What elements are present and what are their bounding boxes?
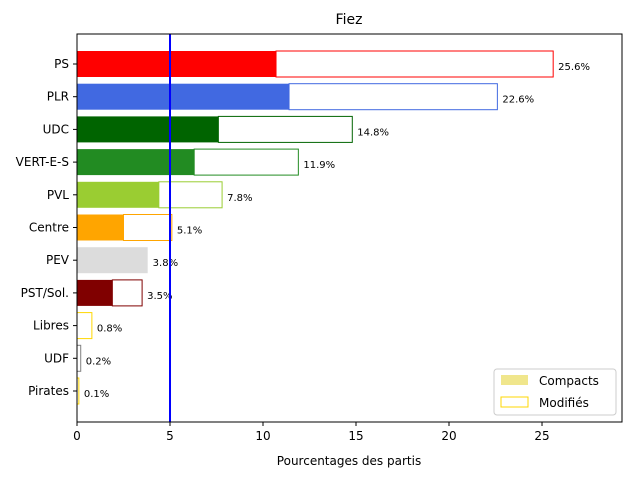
bar-modifies [158,181,223,209]
data-label: 3.5% [147,291,172,302]
y-tick-label: Libres [33,319,69,333]
x-tick-label: 0 [73,429,81,443]
bar-compacts [77,51,277,77]
y-tick-label: PVL [47,188,69,202]
y-tick-labels: PS PLR UDC VERT-E-S PVL Centre PEV PST/Sol. Libr… [16,57,77,398]
data-label: 3.8% [153,258,178,269]
legend-swatch-compacts [501,375,528,385]
plot-frame [76,33,623,423]
bar-compacts [77,116,219,143]
y-tick-label: PEV [46,253,70,267]
bars-group [76,50,554,405]
bar-modifies [76,344,82,372]
y-tick-label: Centre [29,221,69,235]
bar-compacts [77,247,148,274]
x-tick-label: 25 [534,429,549,443]
bar-modifies [193,148,299,176]
bar-compacts [77,149,195,176]
data-label: 0.8% [97,324,122,335]
data-label: 5.1% [177,226,202,237]
data-label: 22.6% [502,95,534,106]
bar-compacts [77,83,290,110]
bar-modifies [275,50,554,78]
y-tick-label: PS [54,57,69,71]
bar-modifies [76,312,93,340]
x-tick-label: 20 [441,429,456,443]
data-label: 0.2% [86,356,111,367]
bar-modifies [217,115,353,143]
x-tick-label: 10 [255,429,270,443]
bar-modifies [288,83,498,111]
data-label: 14.8% [357,127,389,138]
legend-swatch-modifies [500,396,529,408]
data-label: 11.9% [303,160,335,171]
legend-label-compacts: Compacts [539,374,599,388]
x-tick-label: 5 [166,429,174,443]
y-tick-label: Pirates [28,384,69,398]
x-tick-label: 15 [348,429,363,443]
y-tick-label: UDC [43,122,69,136]
y-tick-label: VERT-E-S [16,155,69,169]
y-tick-label: PLR [47,90,69,104]
chart-title: Fiez [336,12,363,28]
bar-modifies [111,279,143,307]
y-tick-label: PST/Sol. [21,286,69,300]
data-label: 0.1% [84,389,109,400]
bar-compacts [77,181,159,208]
y-tick-label: UDF [44,351,69,365]
data-labels: 25.6% 22.6% 14.8% 11.9% 7.8% 5.1% 3.8% 3.5% 0.8%… [84,62,590,400]
legend: Compacts Modifiés [493,368,617,416]
legend-label-modifies: Modifiés [539,396,589,410]
bar-compacts [77,214,124,241]
data-label: 7.8% [227,193,252,204]
bar-modifies [123,214,173,241]
data-label: 25.6% [558,62,590,73]
x-axis-label: Pourcentages des partis [277,454,421,468]
bar-compacts [77,279,113,306]
x-ticks: 0 5 10 15 20 25 [73,422,550,443]
